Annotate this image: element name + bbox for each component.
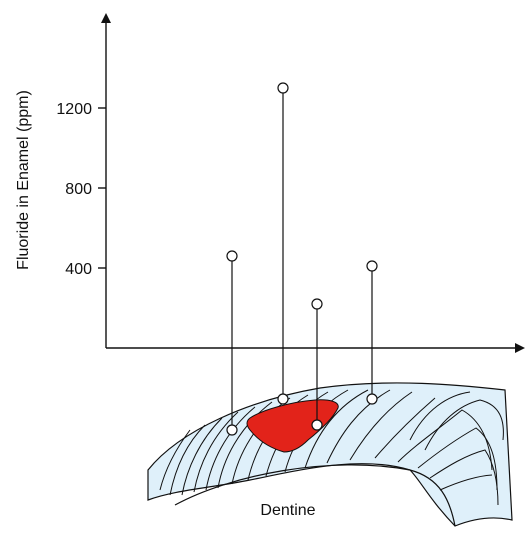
y-axis-title: Fluoride in Enamel (ppm) [15, 90, 32, 270]
sample-location-marker [277, 393, 289, 405]
y-tick-label: 800 [65, 181, 92, 198]
sampling-sites [226, 82, 378, 436]
fluoride-data-point [226, 250, 238, 262]
sample-location-marker [311, 419, 323, 431]
sample-location-marker [226, 424, 238, 436]
y-tick-marks [98, 107, 106, 269]
sampling-site [366, 260, 378, 405]
y-tick-label: 400 [65, 261, 92, 278]
sampling-site [277, 82, 289, 405]
sampling-site [226, 250, 238, 436]
sample-location-marker [366, 393, 378, 405]
dentine-inner-boundary [174, 464, 456, 527]
y-tick-labels: 400 800 1200 [56, 101, 92, 278]
sampling-site [311, 298, 323, 431]
caries-lesion [246, 399, 339, 453]
fluoride-data-point [311, 298, 323, 310]
fluoride-data-point [277, 82, 289, 94]
axes: 400 800 1200 Fluoride in Enamel (ppm) [15, 13, 525, 353]
y-tick-label: 1200 [56, 101, 92, 118]
tooth-cross-section: Dentine [147, 382, 513, 527]
enamel-layer [147, 382, 513, 527]
dentine-label: Dentine [260, 502, 315, 519]
fluoride-data-point [366, 260, 378, 272]
